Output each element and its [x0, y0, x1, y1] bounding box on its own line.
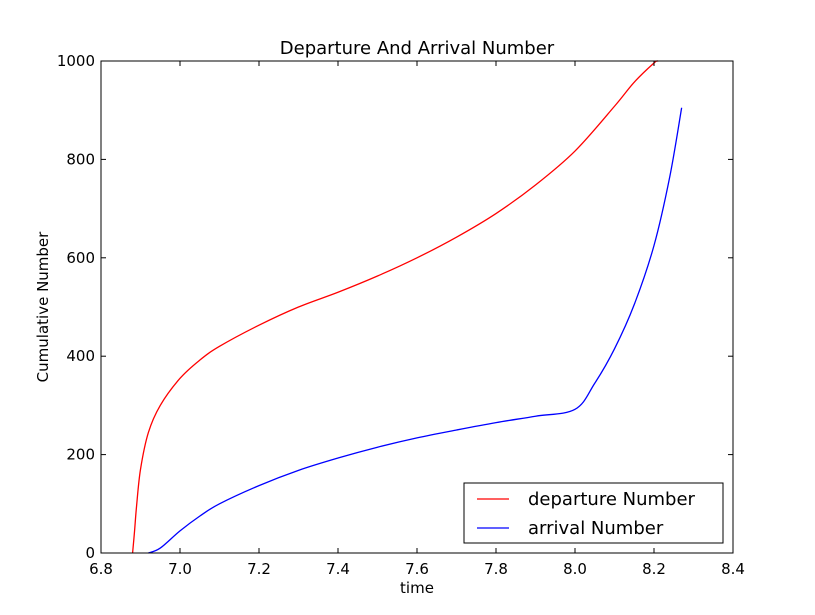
- y-tick-label: 600: [66, 249, 95, 267]
- legend-box: [463, 482, 724, 544]
- x-tick-label: 7.6: [405, 560, 429, 578]
- series-line-arrival: [148, 107, 683, 554]
- y-tick-label: 800: [66, 150, 95, 168]
- x-axis-label: time: [400, 579, 434, 597]
- series-line-departure: [131, 60, 659, 554]
- x-axis: 6.8 7.0 7.2 7.4 7.6 7.8 8.0 8.2 8.4: [89, 61, 745, 578]
- plot-area: [101, 61, 733, 553]
- y-tick-label: 0: [85, 544, 95, 562]
- y-tick-label: 400: [66, 347, 95, 365]
- x-tick-label: 7.0: [168, 560, 192, 578]
- y-axis-label: Cumulative Number: [34, 231, 52, 382]
- x-tick-label: 8.0: [563, 560, 587, 578]
- legend: departure Number arrival Number: [463, 482, 724, 544]
- y-tick-label: 200: [66, 446, 95, 464]
- x-tick-label: 7.2: [247, 560, 271, 578]
- legend-label-departure: departure Number: [528, 489, 696, 510]
- x-tick-label: 7.8: [484, 560, 508, 578]
- plot-frame: [100, 60, 734, 554]
- x-tick-label: 8.2: [642, 560, 666, 578]
- y-axis: 0 200 400 600 800 1000: [57, 52, 733, 562]
- legend-label-arrival: arrival Number: [528, 518, 664, 539]
- x-tick-label: 7.4: [326, 560, 350, 578]
- y-tick-label: 1000: [57, 52, 95, 70]
- chart-title: Departure And Arrival Number: [280, 38, 555, 59]
- plot-lines: [131, 60, 683, 554]
- x-tick-label: 8.4: [721, 560, 745, 578]
- x-tick-label: 6.8: [89, 560, 113, 578]
